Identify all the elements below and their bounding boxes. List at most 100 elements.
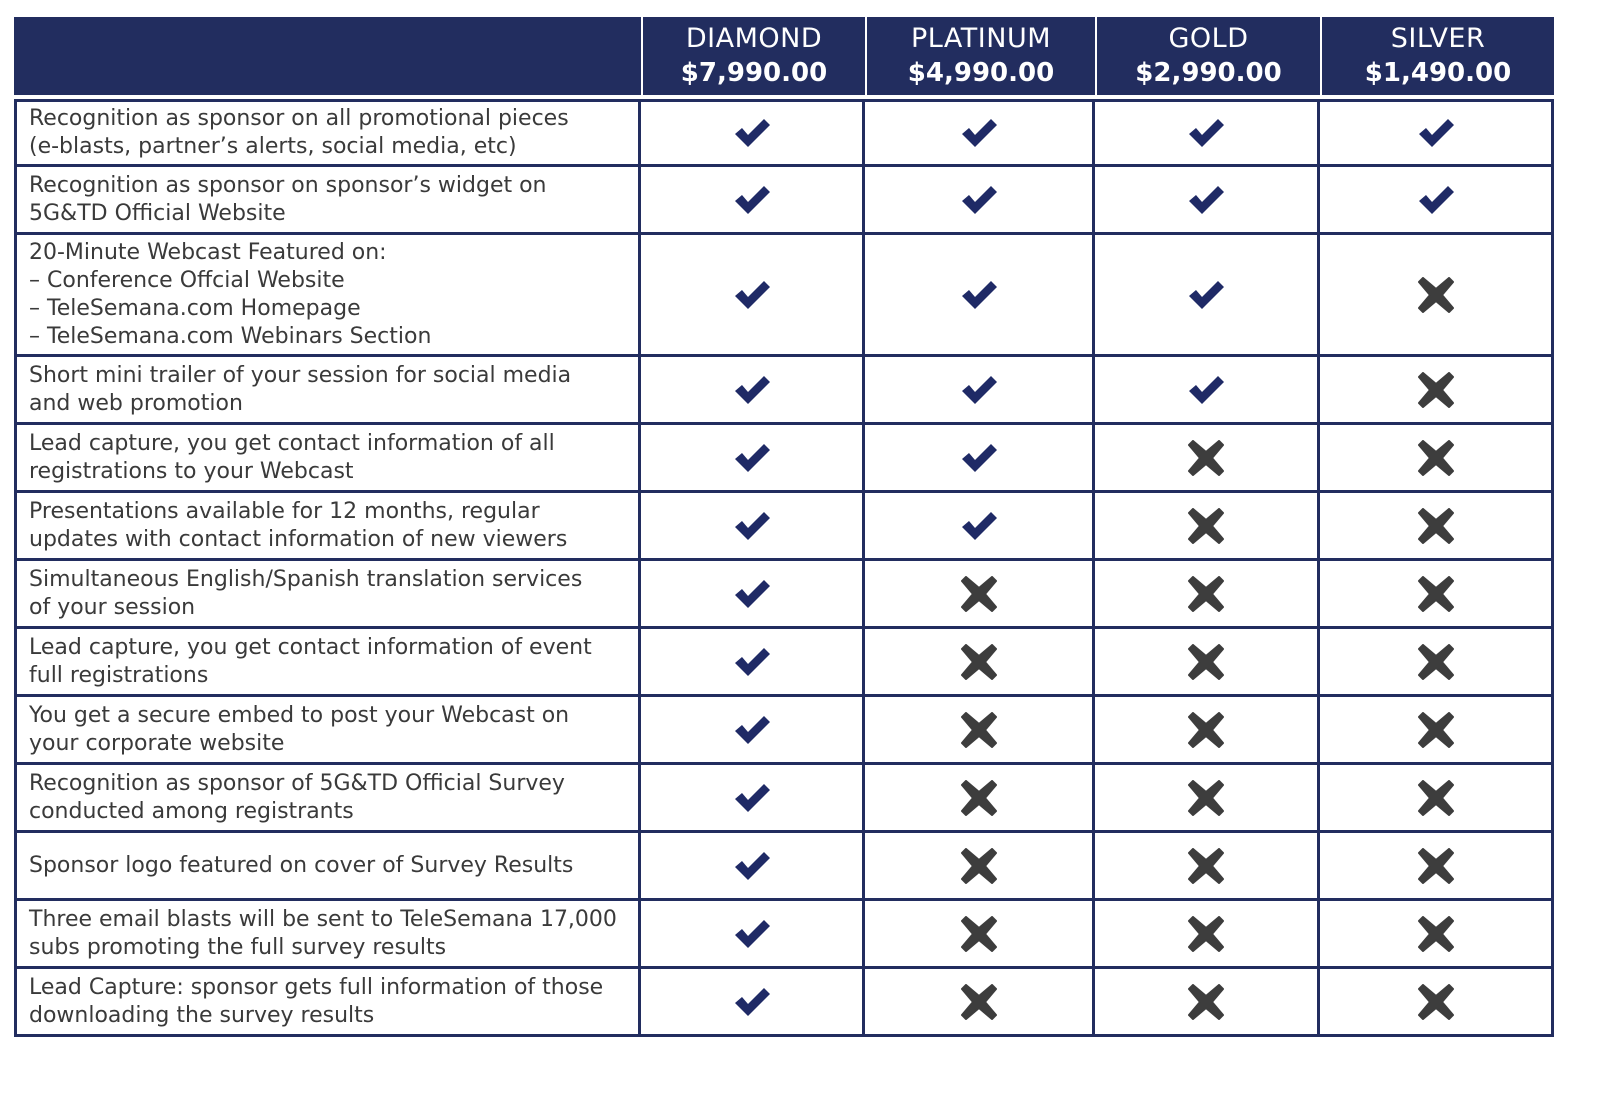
- tier-availability-cell: [865, 167, 1095, 235]
- tier-availability-cell: [641, 99, 865, 167]
- cross-icon: [1185, 777, 1227, 819]
- tier-price: $1,490.00: [1364, 58, 1512, 88]
- cross-icon: [1185, 641, 1227, 683]
- cross-icon: [1415, 981, 1457, 1023]
- cross-icon: [1185, 709, 1227, 751]
- tier-availability-cell: [641, 493, 865, 561]
- feature-cell: Recognition as sponsor of 5G&TD Official…: [14, 765, 641, 833]
- tier-availability-cell: [1320, 235, 1554, 357]
- tier-availability-cell: [1095, 901, 1320, 969]
- check-icon: [1185, 369, 1227, 411]
- tier-availability-cell: [1095, 99, 1320, 167]
- cross-icon: [958, 709, 1000, 751]
- tier-availability-cell: [1320, 629, 1554, 697]
- cross-icon: [1415, 573, 1457, 615]
- check-icon: [1415, 179, 1457, 221]
- tier-name: DIAMOND: [685, 23, 823, 54]
- tier-availability-cell: [1320, 765, 1554, 833]
- tier-availability-cell: [865, 969, 1095, 1037]
- feature-label: Lead capture, you get contact informatio…: [29, 430, 555, 484]
- feature-cell: Sponsor logo featured on cover of Survey…: [14, 833, 641, 901]
- feature-label: Short mini trailer of your session for s…: [29, 362, 572, 416]
- cross-icon: [1185, 437, 1227, 479]
- tier-name: SILVER: [1390, 23, 1486, 54]
- tier-availability-cell: [1320, 99, 1554, 167]
- cross-icon: [958, 641, 1000, 683]
- tier-availability-cell: [865, 99, 1095, 167]
- cross-icon: [1415, 641, 1457, 683]
- check-icon: [731, 641, 773, 683]
- check-icon: [731, 505, 773, 547]
- feature-label: You get a secure embed to post your Webc…: [29, 702, 570, 756]
- check-icon: [1415, 112, 1457, 154]
- cross-icon: [1185, 573, 1227, 615]
- tier-availability-cell: [1320, 561, 1554, 629]
- tier-availability-cell: [641, 425, 865, 493]
- tier-price: $2,990.00: [1135, 58, 1282, 88]
- tier-availability-cell: [1320, 901, 1554, 969]
- cross-icon: [1415, 913, 1457, 955]
- cross-icon: [958, 573, 1000, 615]
- feature-label: Presentations available for 12 months, r…: [29, 498, 568, 552]
- feature-label: Sponsor logo featured on cover of Survey…: [29, 852, 574, 878]
- cross-icon: [1415, 437, 1457, 479]
- check-icon: [731, 709, 773, 751]
- check-icon: [731, 573, 773, 615]
- check-icon: [958, 112, 1000, 154]
- tier-availability-cell: [1320, 697, 1554, 765]
- feature-label: Simultaneous English/Spanish translation…: [29, 566, 583, 620]
- feature-label: 20-Minute Webcast Featured on: – Confere…: [29, 239, 432, 349]
- header-empty-cell: [14, 17, 641, 95]
- cross-icon: [1415, 777, 1457, 819]
- tier-availability-cell: [1320, 425, 1554, 493]
- feature-cell: Three email blasts will be sent to TeleS…: [14, 901, 641, 969]
- feature-cell: Lead Capture: sponsor gets full informat…: [14, 969, 641, 1037]
- tier-availability-cell: [641, 969, 865, 1037]
- feature-cell: You get a secure embed to post your Webc…: [14, 697, 641, 765]
- feature-cell: Recognition as sponsor on all promotiona…: [14, 99, 641, 167]
- tier-header-diamond: DIAMOND $7,990.00: [641, 17, 865, 95]
- cross-icon: [1185, 981, 1227, 1023]
- feature-cell: Lead capture, you get contact informatio…: [14, 425, 641, 493]
- tier-header-platinum: PLATINUM $4,990.00: [865, 17, 1095, 95]
- tier-availability-cell: [1320, 833, 1554, 901]
- feature-cell: Lead capture, you get contact informatio…: [14, 629, 641, 697]
- check-icon: [958, 437, 1000, 479]
- tier-availability-cell: [865, 629, 1095, 697]
- tier-availability-cell: [641, 901, 865, 969]
- cross-icon: [958, 845, 1000, 887]
- check-icon: [958, 179, 1000, 221]
- tier-availability-cell: [641, 629, 865, 697]
- tier-name: GOLD: [1168, 23, 1249, 54]
- check-icon: [1185, 179, 1227, 221]
- feature-label: Recognition as sponsor on sponsor’s widg…: [29, 172, 547, 226]
- tier-availability-cell: [1095, 765, 1320, 833]
- check-icon: [731, 981, 773, 1023]
- tier-availability-cell: [641, 697, 865, 765]
- tier-availability-cell: [1095, 697, 1320, 765]
- feature-cell: Recognition as sponsor on sponsor’s widg…: [14, 167, 641, 235]
- cross-icon: [1415, 505, 1457, 547]
- check-icon: [958, 274, 1000, 316]
- feature-cell: 20-Minute Webcast Featured on: – Confere…: [14, 235, 641, 357]
- tier-availability-cell: [865, 697, 1095, 765]
- tier-name: PLATINUM: [910, 23, 1052, 54]
- tier-availability-cell: [865, 901, 1095, 969]
- check-icon: [731, 369, 773, 411]
- tier-availability-cell: [641, 357, 865, 425]
- tier-header-silver: SILVER $1,490.00: [1320, 17, 1554, 95]
- tier-availability-cell: [865, 235, 1095, 357]
- tier-availability-cell: [865, 357, 1095, 425]
- tier-availability-cell: [1095, 425, 1320, 493]
- tier-availability-cell: [1095, 235, 1320, 357]
- feature-cell: Presentations available for 12 months, r…: [14, 493, 641, 561]
- check-icon: [1185, 274, 1227, 316]
- cross-icon: [1415, 274, 1457, 316]
- check-icon: [731, 913, 773, 955]
- sponsorship-comparison-table: DIAMOND $7,990.00 PLATINUM $4,990.00 GOLD $2,…: [14, 17, 1554, 1037]
- cross-icon: [958, 777, 1000, 819]
- cross-icon: [1415, 369, 1457, 411]
- feature-label: Recognition as sponsor on all promotiona…: [29, 106, 569, 159]
- cross-icon: [1415, 845, 1457, 887]
- check-icon: [731, 437, 773, 479]
